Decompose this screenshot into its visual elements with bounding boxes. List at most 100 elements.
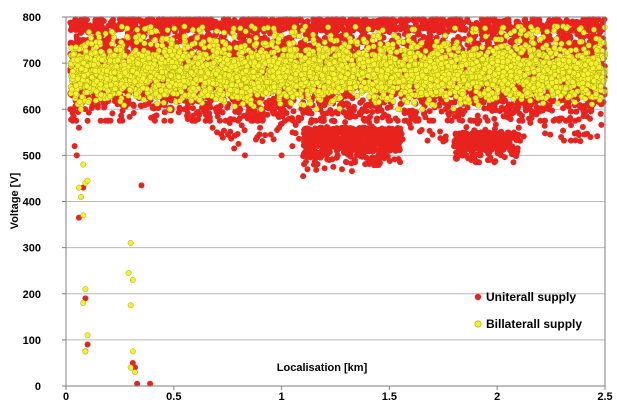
- scatter-point: [507, 23, 514, 30]
- scatter-point: [186, 16, 193, 23]
- scatter-point: [151, 113, 158, 120]
- scatter-point: [68, 20, 75, 27]
- scatter-point: [421, 110, 428, 117]
- scatter-point: [282, 25, 289, 32]
- scatter-point: [240, 36, 247, 43]
- scatter-point: [191, 18, 198, 25]
- scatter-point: [436, 102, 443, 109]
- scatter-point: [84, 117, 91, 124]
- scatter-point: [298, 17, 305, 24]
- scatter-point: [113, 94, 120, 101]
- scatter-point: [567, 108, 574, 115]
- scatter-point: [384, 104, 391, 111]
- scatter-point: [88, 105, 95, 112]
- scatter-point: [546, 17, 553, 24]
- scatter-point: [491, 115, 498, 122]
- scatter-point: [102, 43, 109, 50]
- scatter-point: [118, 115, 125, 122]
- scatter-point: [150, 105, 157, 112]
- scatter-point: [308, 25, 315, 32]
- scatter-point: [189, 105, 196, 112]
- scatter-point: [97, 117, 104, 124]
- scatter-point: [83, 16, 90, 23]
- scatter-point: [277, 18, 284, 25]
- scatter-point: [73, 19, 80, 26]
- scatter-point: [522, 107, 529, 114]
- scatter-point: [482, 114, 489, 121]
- scatter-point: [427, 39, 434, 46]
- scatter-point: [588, 19, 595, 26]
- scatter-point: [421, 24, 428, 31]
- scatter-point: [168, 97, 175, 104]
- scatter-point: [102, 117, 109, 124]
- scatter-point: [91, 27, 98, 34]
- scatter-point: [343, 100, 350, 107]
- scatter-point: [199, 34, 206, 41]
- scatter-point: [459, 20, 466, 27]
- scatter-point: [321, 34, 328, 41]
- scatter-point: [86, 22, 93, 29]
- scatter-point: [441, 17, 448, 24]
- scatter-point: [446, 25, 453, 32]
- scatter-point: [107, 117, 114, 124]
- scatter-point: [119, 107, 126, 114]
- scatter-point: [563, 102, 570, 109]
- scatter-point: [451, 99, 458, 106]
- scatter-point: [141, 102, 148, 109]
- scatter-point: [161, 117, 168, 124]
- scatter-point: [183, 112, 190, 119]
- scatter-point: [500, 98, 507, 105]
- scatter-point: [336, 16, 343, 23]
- scatter-point: [572, 23, 579, 30]
- scatter-point: [582, 107, 589, 114]
- scatter-point: [344, 20, 351, 27]
- scatter-point: [174, 33, 181, 40]
- scatter-point: [195, 108, 202, 115]
- scatter-point: [204, 26, 211, 33]
- scatter-point: [481, 105, 488, 112]
- scatter-point: [103, 37, 110, 44]
- scatter-point: [295, 114, 302, 121]
- scatter-point: [130, 103, 137, 110]
- scatter-point: [176, 104, 183, 111]
- scatter-point: [439, 24, 446, 31]
- scatter-point: [232, 108, 239, 115]
- scatter-point: [503, 104, 510, 111]
- scatter-point: [390, 17, 397, 24]
- scatter-point: [269, 20, 276, 27]
- scatter-point: [126, 113, 133, 120]
- scatter-point: [206, 17, 213, 24]
- scatter-point: [369, 108, 376, 115]
- scatter-point: [430, 117, 437, 124]
- scatter-point: [161, 109, 168, 116]
- scatter-point: [304, 18, 311, 25]
- scatter-point: [203, 108, 210, 115]
- scatter-point: [85, 109, 92, 116]
- scatter-point: [349, 95, 356, 102]
- scatter-point: [595, 16, 602, 23]
- scatter-point: [170, 19, 177, 26]
- scatter-point: [73, 33, 80, 40]
- scatter-point: [130, 109, 137, 116]
- scatter-point: [573, 108, 580, 115]
- scatter-point: [367, 103, 374, 110]
- scatter-point: [263, 104, 270, 111]
- scatter-point: [404, 25, 411, 32]
- scatter-point: [109, 110, 116, 117]
- scatter-point: [101, 104, 108, 111]
- scatter-point: [92, 19, 99, 26]
- scatter-point: [422, 17, 429, 24]
- scatter-point: [516, 117, 523, 124]
- scatter-point: [214, 113, 221, 120]
- scatter-point: [474, 112, 481, 119]
- scatter-point: [138, 17, 145, 24]
- scatter-point: [577, 103, 584, 110]
- scatter-point: [263, 99, 270, 106]
- scatter-point: [161, 16, 168, 23]
- scatter-point: [503, 17, 510, 24]
- scatter-point: [71, 25, 78, 32]
- scatter-point: [508, 101, 515, 108]
- scatter-point: [236, 105, 243, 112]
- scatter-point: [316, 24, 323, 31]
